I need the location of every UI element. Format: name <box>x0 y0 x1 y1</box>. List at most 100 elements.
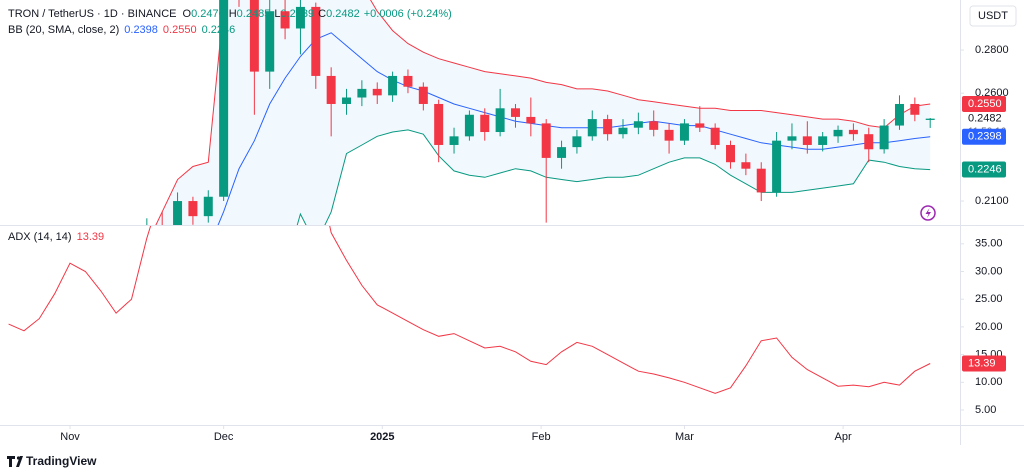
candle-body <box>572 136 582 148</box>
symbol: TRON / TetherUS · 1D · BINANCE <box>8 8 177 20</box>
candle-body <box>173 201 183 225</box>
bb-value: 0.2246 <box>202 24 236 36</box>
bb-upper <box>155 0 931 225</box>
price-pane <box>146 0 935 225</box>
ohlc-value: 0.2476 <box>191 8 225 20</box>
tradingview-logo <box>7 456 23 467</box>
candle-body <box>618 127 628 135</box>
x-tick-label: Nov <box>60 431 80 443</box>
candle-body <box>203 196 213 217</box>
candle-body <box>295 6 305 29</box>
candle-body <box>649 121 659 130</box>
ohlc-value: 0.2482 <box>326 8 360 20</box>
candle-body <box>526 116 536 124</box>
alert-icon[interactable] <box>920 205 936 221</box>
ohlc-key: L <box>274 8 280 20</box>
y-tick-label: 25.00 <box>975 293 1003 305</box>
adx-pane <box>8 226 931 394</box>
candle-body <box>557 147 567 158</box>
last-price: 0.2482 <box>968 113 1002 125</box>
y-tick-label: 0.2100 <box>975 195 1009 207</box>
y-tick-label: 5.00 <box>975 404 996 416</box>
x-tick-label: Mar <box>675 431 694 443</box>
candle-body <box>219 0 229 197</box>
currency-button[interactable] <box>969 5 1017 27</box>
candle-body <box>249 0 259 72</box>
candle-body <box>434 103 444 145</box>
price-badge-label: 0.2398 <box>968 131 1002 143</box>
ohlc-key: H <box>229 8 237 20</box>
candle-body <box>894 103 904 126</box>
candle-body <box>495 108 505 133</box>
candle-body <box>925 118 935 120</box>
x-tick-label: 2025 <box>370 431 394 443</box>
price-badge <box>962 95 1006 112</box>
candle-body <box>741 162 751 169</box>
candle-body <box>726 144 736 163</box>
candle-body <box>326 75 336 104</box>
candle-body <box>357 88 367 98</box>
price-badge <box>962 128 1006 145</box>
bb-value: 0.2398 <box>124 24 158 36</box>
candle-body <box>802 136 812 145</box>
adx-label: ADX (14, 14) <box>8 231 72 243</box>
price-badge-label: 0.2550 <box>968 98 1002 110</box>
bb-value: 0.2550 <box>163 24 197 36</box>
candle-body <box>756 168 766 193</box>
price-badge-label: 13.39 <box>968 357 996 369</box>
symbol-legend: TRON / TetherUS · 1D · BINANCE O0.2476 H0.… <box>8 8 452 20</box>
candle-body <box>833 129 843 137</box>
adx-line <box>8 226 931 394</box>
candle-body <box>603 119 613 135</box>
price-badge <box>962 355 1006 372</box>
ohlc-key: C <box>318 8 326 20</box>
candle-body <box>587 119 597 137</box>
bb-band-fill <box>155 0 931 225</box>
x-tick-label: Dec <box>214 431 234 443</box>
ohlc-key: O <box>183 8 192 20</box>
x-tick-label: Feb <box>532 431 551 443</box>
candle-body <box>464 114 474 137</box>
candle-body <box>787 136 797 141</box>
y-tick-label: 0.2800 <box>975 44 1009 56</box>
candle-body <box>541 123 551 158</box>
candle-body <box>772 140 782 193</box>
ohlc-value: 0.2485 <box>237 8 271 20</box>
candle-body <box>449 136 459 145</box>
change: +0.0006 (+0.24%) <box>364 8 452 20</box>
price-badge-label: 0.2246 <box>968 163 1002 175</box>
bb-legend: BB (20, SMA, close, 2) 0.2398 0.2550 0.2246 <box>8 24 235 36</box>
candle-body <box>418 86 428 104</box>
candle-body <box>510 108 520 117</box>
candle-body <box>695 123 705 128</box>
ohlc-value: 0.2439 <box>280 8 314 20</box>
y-tick-label: 30.00 <box>975 265 1003 277</box>
candle-body <box>480 114 490 133</box>
currency-label[interactable]: USDT <box>978 10 1008 22</box>
axes: 0.28000.26000.21000.25500.248211:50:160.… <box>60 44 1008 443</box>
candle-body <box>403 75 413 87</box>
candle-body <box>679 123 689 141</box>
candle-body <box>910 103 920 115</box>
candle-body <box>372 88 382 96</box>
candle-body <box>188 201 198 217</box>
y-tick-label: 10.00 <box>975 376 1003 388</box>
price-badge <box>962 161 1006 178</box>
adx-legend: ADX (14, 14) 13.39 <box>8 231 104 243</box>
y-tick-label: 35.00 <box>975 238 1003 250</box>
candle-body <box>818 136 828 145</box>
brand: TradingView <box>26 454 97 468</box>
candle-body <box>388 75 398 96</box>
candle-body <box>280 11 290 29</box>
candle-body <box>664 129 674 141</box>
candle-body <box>311 6 321 76</box>
candle-body <box>864 134 874 150</box>
candle-body <box>879 125 889 150</box>
bb-label: BB (20, SMA, close, 2) <box>8 24 119 36</box>
adx-value: 13.39 <box>77 231 105 243</box>
y-tick-label: 20.00 <box>975 321 1003 333</box>
candle-body <box>633 121 643 128</box>
candle-body <box>342 97 352 104</box>
